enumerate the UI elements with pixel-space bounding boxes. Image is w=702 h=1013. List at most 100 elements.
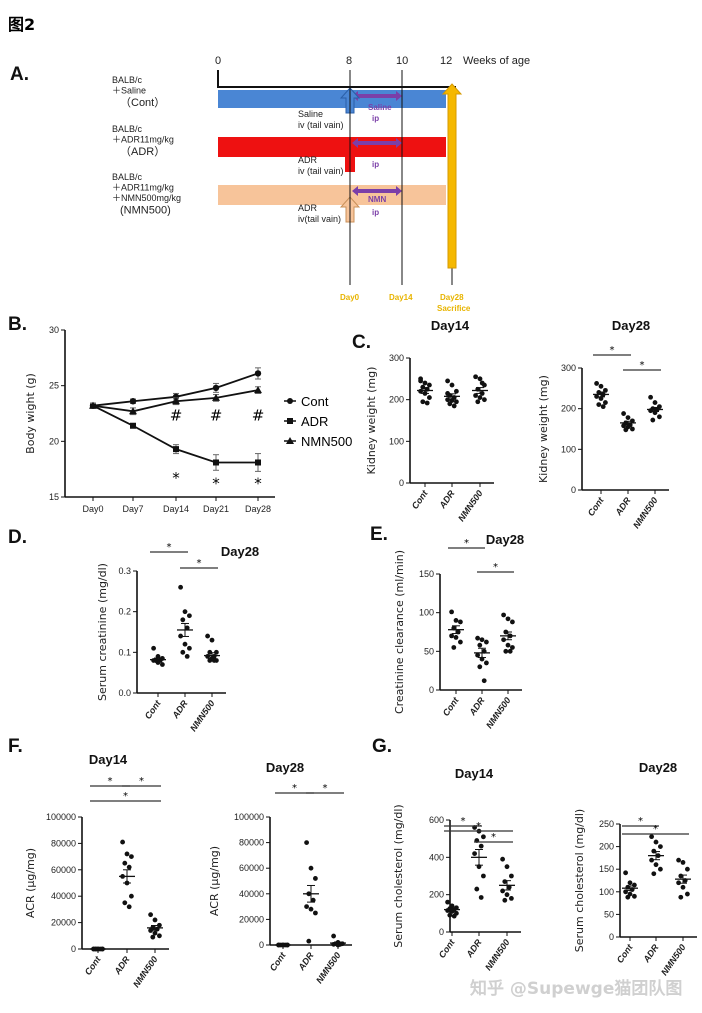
- sacrifice-label: Sacrifice: [437, 304, 471, 313]
- data-point: [507, 648, 513, 654]
- data-point: [630, 418, 635, 424]
- y-axis-label: Creatinine clearance (ml/min): [393, 550, 406, 714]
- chart-title: Day28: [266, 760, 304, 775]
- data-point: [458, 639, 463, 645]
- data-point: [304, 840, 309, 845]
- data-point: [504, 864, 510, 870]
- ip-arrows: [352, 91, 402, 196]
- data-point: [475, 635, 480, 641]
- data-point: [152, 917, 158, 923]
- chart-e: 0 50 100 150 Creatinine clearance (ml/min) Da…: [393, 532, 524, 730]
- injection-label: Saline: [298, 109, 323, 119]
- data-point: [172, 397, 180, 405]
- data-point: [445, 397, 450, 403]
- data-point: [129, 398, 137, 405]
- data-point: [454, 399, 459, 405]
- data-point: [152, 930, 158, 936]
- data-point: [180, 617, 186, 623]
- data-point: [658, 866, 663, 872]
- data-point: [632, 882, 637, 888]
- data-point: [313, 876, 318, 881]
- cont-bar: [218, 90, 446, 108]
- y-tick-label: 600: [429, 815, 444, 825]
- data-point: [445, 899, 450, 905]
- data-point: [651, 871, 657, 877]
- data-point: [126, 904, 132, 910]
- data-point: [625, 894, 631, 900]
- significance-label: *: [139, 776, 144, 787]
- panel-letter-b: B.: [8, 314, 27, 335]
- y-tick-label: 0: [571, 485, 576, 495]
- group-label-line: （ADR）: [120, 145, 165, 158]
- data-point: [308, 865, 314, 871]
- significance-label: *: [464, 538, 469, 549]
- y-tick-label: 60000: [51, 865, 76, 875]
- significance-label: *: [123, 791, 128, 802]
- data-point: [482, 397, 487, 403]
- data-point: [153, 658, 159, 663]
- x-tick-label: NMN500: [314, 950, 343, 985]
- y-tick-label: 60000: [239, 863, 264, 873]
- injection-route-label: iv(tail vain): [298, 214, 341, 224]
- data-point: [500, 856, 505, 862]
- data-point: [678, 894, 684, 900]
- y-tick-label: 40000: [51, 891, 76, 901]
- data-point: [630, 426, 635, 432]
- group-label-line: ＋Saline: [112, 86, 146, 96]
- data-point: [449, 633, 454, 639]
- data-point: [308, 906, 314, 912]
- y-axis-label: ACR (μg/mg): [208, 846, 221, 916]
- y-tick-label: 20: [49, 436, 59, 446]
- data-point: [477, 395, 483, 400]
- x-tick-label: Day7: [122, 504, 143, 514]
- y-tick-label: 0.1: [118, 647, 131, 657]
- x-tick-label: Day28: [245, 504, 271, 514]
- injection-label: ADR: [298, 203, 318, 213]
- data-point: [310, 897, 316, 903]
- x-tick-label: ADR: [467, 695, 487, 718]
- y-tick-label: 300: [389, 353, 404, 363]
- x-tick-label: Cont: [268, 950, 289, 973]
- chart-f14: 0 20000 40000 60000 80000 100000 ACR (μg/mg) Da…: [24, 752, 169, 989]
- y-tick-label: 100: [561, 444, 576, 454]
- data-point: [481, 873, 486, 879]
- x-tick-label: NMN500: [484, 695, 513, 730]
- data-point: [500, 888, 505, 894]
- data-point: [623, 870, 628, 876]
- significance-label: *: [197, 558, 202, 569]
- data-point: [594, 381, 599, 386]
- week-tick-0: 0: [215, 55, 221, 67]
- y-tick-label: 0: [609, 932, 614, 942]
- legend-marker: [287, 418, 293, 424]
- data-point: [120, 839, 125, 845]
- data-point: [424, 400, 430, 406]
- data-point: [680, 884, 686, 890]
- x-tick-label: Cont: [441, 695, 462, 718]
- data-point: [510, 619, 515, 625]
- legend-marker: [287, 398, 293, 404]
- x-tick-label: Cont: [586, 495, 607, 518]
- chart-d: 0.0 0.1 0.2 0.3 Serum creatinine (mg/dl) Day2…: [96, 542, 259, 733]
- data-point: [454, 388, 459, 394]
- day28-label: Day28: [440, 293, 464, 302]
- y-tick-label: 100000: [46, 812, 76, 822]
- data-point: [129, 854, 134, 859]
- data-point: [160, 662, 165, 667]
- data-point: [187, 645, 192, 651]
- data-point: [477, 642, 483, 648]
- chart-b: 15 20 25 30 Body wight (g) Day0 Day7 Day14 Day21…: [24, 325, 352, 514]
- data-point: [427, 395, 432, 400]
- data-point: [501, 637, 506, 643]
- chart-title: Day14: [455, 766, 494, 781]
- significance-label: *: [461, 816, 466, 827]
- data-point: [479, 637, 485, 643]
- y-tick-label: 80000: [239, 838, 264, 848]
- y-tick-label: 250: [599, 819, 614, 829]
- data-point: [484, 639, 489, 645]
- data-point: [676, 880, 681, 886]
- significance-mark: *: [254, 475, 262, 493]
- data-point: [213, 459, 219, 466]
- y-tick-label: 25: [49, 381, 59, 391]
- data-point: [506, 884, 512, 890]
- weeks-axis-label: Weeks of age: [463, 55, 530, 67]
